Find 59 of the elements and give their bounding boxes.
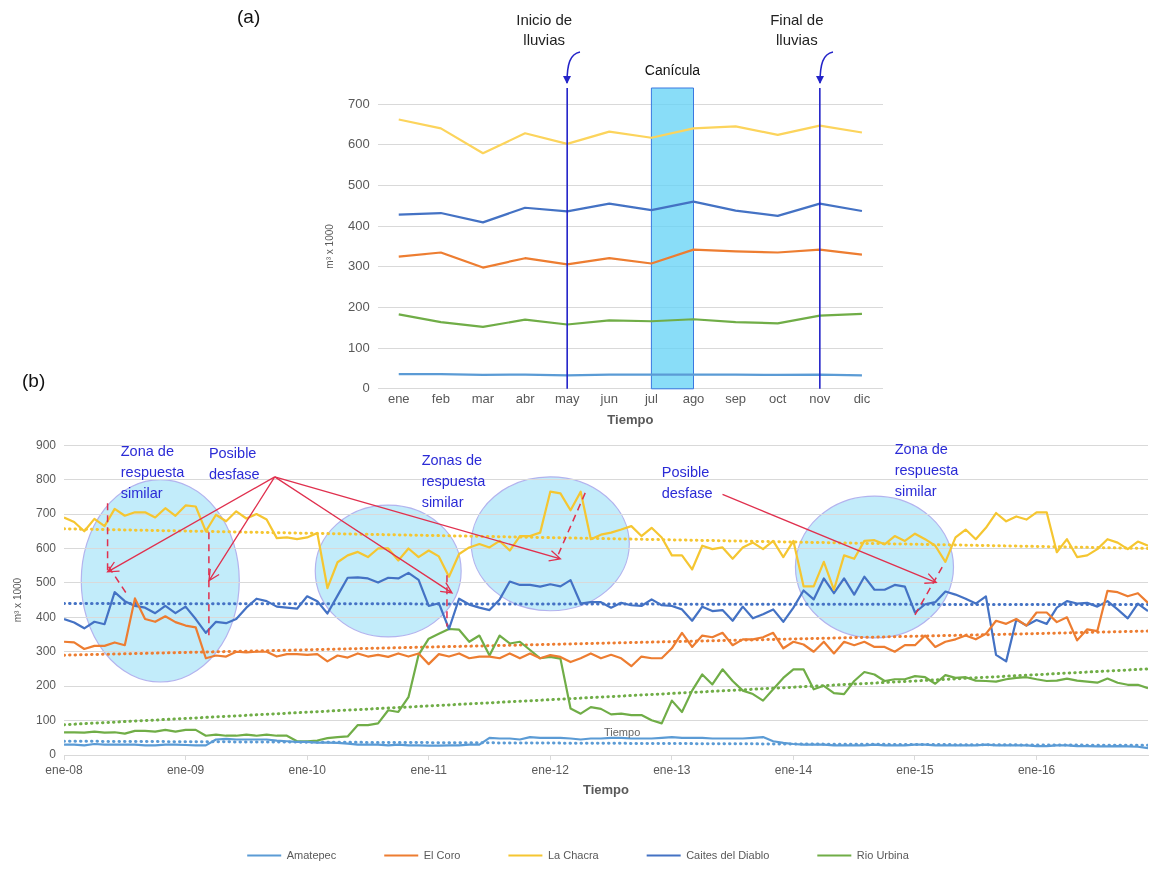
y-axis-title: m³ x 1000 — [323, 223, 335, 269]
annotation: Posible desfase — [661, 463, 714, 504]
chart-title: (b) — [22, 370, 46, 392]
y-tick-label: 500 — [35, 575, 57, 590]
x-tick-label: dic — [853, 391, 871, 407]
y-tick-label: 100 — [35, 712, 57, 727]
x-axis-title: Tiempo — [583, 781, 630, 797]
x-tick-label: sep — [725, 391, 747, 407]
x-tick-label: ago — [682, 391, 705, 407]
y-tick-label: 900 — [35, 437, 57, 452]
y-axis-title: m³ x 1000 — [11, 577, 23, 623]
ref-line-label: Inicio de lluvias — [515, 10, 574, 50]
y-tick-label: 400 — [347, 217, 370, 233]
x-tick-label: jun — [599, 391, 618, 407]
annotation: Zona de respuesta similar — [120, 442, 186, 504]
y-tick-label: 600 — [35, 540, 57, 555]
x-tick-label: may — [554, 391, 580, 407]
x-tick-label: ene-09 — [166, 762, 205, 777]
legend-label: Amatepec — [286, 848, 337, 861]
y-tick-label: 300 — [35, 644, 57, 659]
x-tick-label: ene — [387, 391, 410, 407]
annotation: Zona de respuesta similar — [894, 440, 960, 501]
x-tick-label: ene-16 — [1017, 762, 1056, 777]
x-tick-label: mar — [471, 391, 495, 407]
legend-label: La Chacra — [547, 848, 600, 861]
y-tick-label: 800 — [35, 471, 57, 486]
y-tick-label: 300 — [347, 258, 370, 274]
y-tick-label: 700 — [35, 506, 57, 521]
legend-label: Rio Urbina — [856, 848, 910, 861]
annotation: Tiempo — [603, 726, 642, 740]
x-tick-label: ene-11 — [410, 762, 448, 777]
y-tick-label: 200 — [347, 299, 370, 315]
x-tick-label: ene-12 — [531, 762, 570, 777]
x-tick-label: nov — [809, 391, 831, 407]
ref-line-label: Final de lluvias — [769, 10, 825, 50]
y-tick-label: 700 — [347, 95, 370, 111]
x-tick-label: feb — [431, 391, 450, 407]
y-tick-label: 600 — [347, 136, 370, 152]
x-tick-label: ene-10 — [288, 762, 327, 777]
x-tick-label: ene-15 — [896, 762, 934, 777]
y-tick-label: 0 — [49, 747, 57, 762]
x-tick-label: ene-08 — [45, 762, 84, 777]
legend-label: El Coro — [423, 848, 461, 861]
legend-label: Caites del Diablo — [686, 848, 770, 861]
x-axis-title: Tiempo — [607, 411, 654, 427]
y-tick-label: 100 — [347, 339, 370, 355]
band-label: Canícula — [643, 62, 702, 78]
x-tick-label: oct — [769, 391, 787, 407]
x-tick-label: jul — [643, 391, 659, 407]
x-tick-label: ene-13 — [653, 762, 691, 777]
chart-title: (a) — [237, 6, 261, 28]
x-tick-label: abr — [515, 391, 536, 407]
y-tick-label: 500 — [347, 176, 370, 192]
y-tick-label: 200 — [35, 678, 57, 693]
y-tick-label: 0 — [362, 380, 370, 396]
annotation: Zonas de respuesta similar — [421, 451, 487, 513]
y-tick-label: 400 — [35, 609, 57, 624]
annotation: Posible desfase — [208, 444, 261, 485]
x-tick-label: ene-14 — [774, 762, 813, 777]
